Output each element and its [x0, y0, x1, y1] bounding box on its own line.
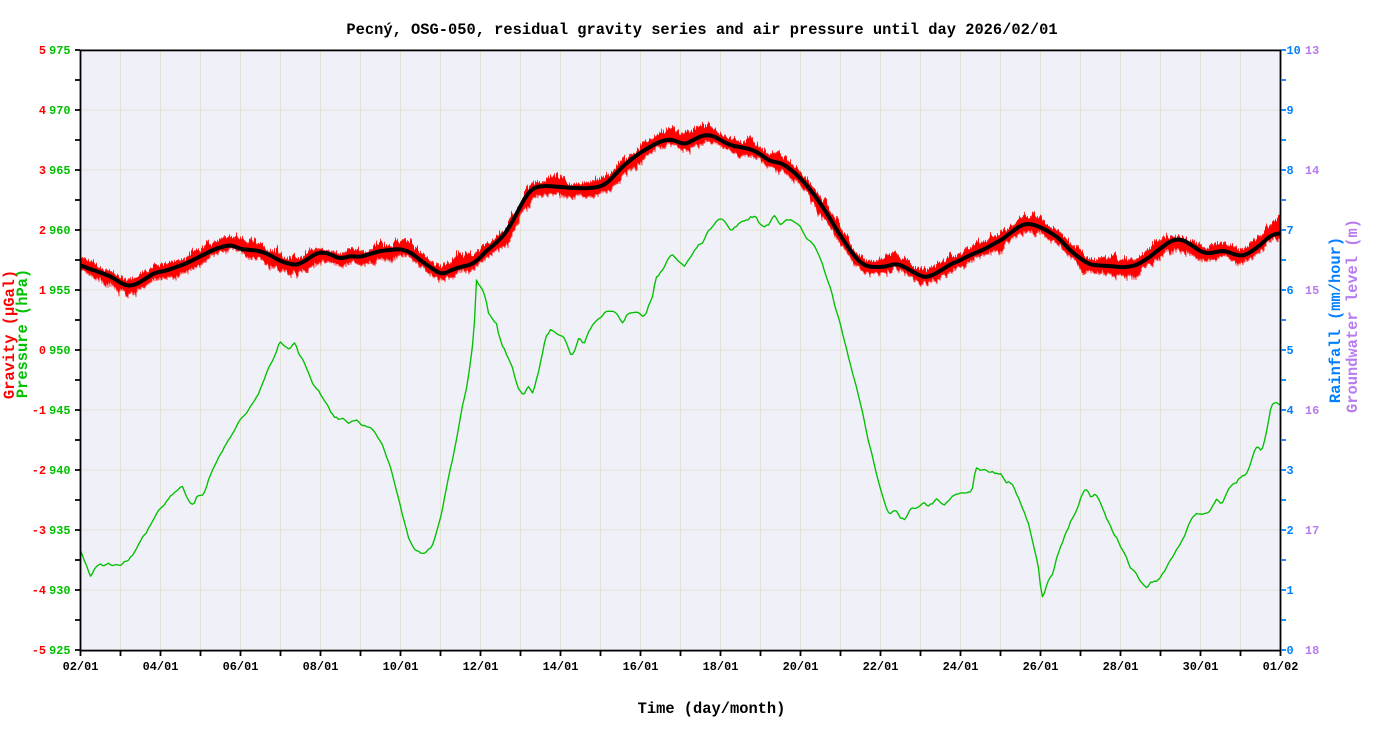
svg-text:930: 930 — [49, 584, 70, 598]
svg-text:14: 14 — [1305, 164, 1319, 178]
svg-text:-4: -4 — [32, 584, 46, 598]
svg-text:9: 9 — [1287, 104, 1294, 118]
svg-text:950: 950 — [49, 344, 70, 358]
svg-text:15: 15 — [1305, 284, 1319, 298]
svg-text:Gravity (µGal): Gravity (µGal) — [1, 270, 19, 399]
svg-text:8: 8 — [1287, 164, 1294, 178]
svg-text:04/01: 04/01 — [143, 660, 179, 674]
svg-text:1: 1 — [39, 284, 46, 298]
svg-text:Pecný, OSG-050, residual gravi: Pecný, OSG-050, residual gravity series … — [346, 21, 1057, 39]
svg-text:3: 3 — [39, 164, 46, 178]
svg-text:26/01: 26/01 — [1023, 660, 1059, 674]
svg-text:01/02: 01/02 — [1263, 660, 1299, 674]
svg-text:975: 975 — [49, 44, 70, 58]
svg-text:945: 945 — [49, 404, 70, 418]
svg-text:4: 4 — [39, 104, 46, 118]
svg-text:1: 1 — [1287, 584, 1294, 598]
svg-text:14/01: 14/01 — [543, 660, 579, 674]
svg-text:-1: -1 — [32, 404, 46, 418]
svg-text:2: 2 — [1287, 524, 1294, 538]
svg-text:20/01: 20/01 — [783, 660, 819, 674]
svg-text:960: 960 — [49, 224, 70, 238]
svg-text:955: 955 — [49, 284, 70, 298]
svg-text:Rainfall (mm/hour): Rainfall (mm/hour) — [1327, 237, 1345, 403]
svg-text:30/01: 30/01 — [1183, 660, 1219, 674]
svg-text:4: 4 — [1287, 404, 1294, 418]
svg-text:965: 965 — [49, 164, 70, 178]
svg-text:-2: -2 — [32, 464, 46, 478]
svg-text:940: 940 — [49, 464, 70, 478]
svg-text:0: 0 — [1287, 644, 1294, 658]
svg-text:925: 925 — [49, 644, 70, 658]
svg-text:28/01: 28/01 — [1103, 660, 1139, 674]
svg-text:08/01: 08/01 — [303, 660, 339, 674]
svg-text:5: 5 — [1287, 344, 1294, 358]
svg-text:970: 970 — [49, 104, 70, 118]
svg-text:10/01: 10/01 — [383, 660, 419, 674]
svg-text:3: 3 — [1287, 464, 1294, 478]
svg-text:22/01: 22/01 — [863, 660, 899, 674]
svg-text:18: 18 — [1305, 644, 1319, 658]
svg-text:10: 10 — [1287, 44, 1301, 58]
svg-text:5: 5 — [39, 44, 46, 58]
svg-text:Pressure (hPa): Pressure (hPa) — [14, 269, 32, 398]
svg-text:13: 13 — [1305, 44, 1319, 58]
svg-text:2: 2 — [39, 224, 46, 238]
svg-text:935: 935 — [49, 524, 70, 538]
svg-text:6: 6 — [1287, 284, 1294, 298]
svg-text:06/01: 06/01 — [223, 660, 259, 674]
svg-text:17: 17 — [1305, 524, 1319, 538]
svg-text:24/01: 24/01 — [943, 660, 979, 674]
svg-text:7: 7 — [1287, 224, 1294, 238]
svg-text:-5: -5 — [32, 644, 46, 658]
svg-text:02/01: 02/01 — [63, 660, 99, 674]
svg-text:Groundwater level (m): Groundwater level (m) — [1344, 219, 1362, 413]
svg-text:Time (day/month): Time (day/month) — [638, 700, 786, 718]
svg-text:18/01: 18/01 — [703, 660, 739, 674]
svg-text:-3: -3 — [32, 524, 46, 538]
svg-text:0: 0 — [39, 344, 46, 358]
svg-text:16: 16 — [1305, 404, 1319, 418]
svg-text:12/01: 12/01 — [463, 660, 499, 674]
svg-text:16/01: 16/01 — [623, 660, 659, 674]
